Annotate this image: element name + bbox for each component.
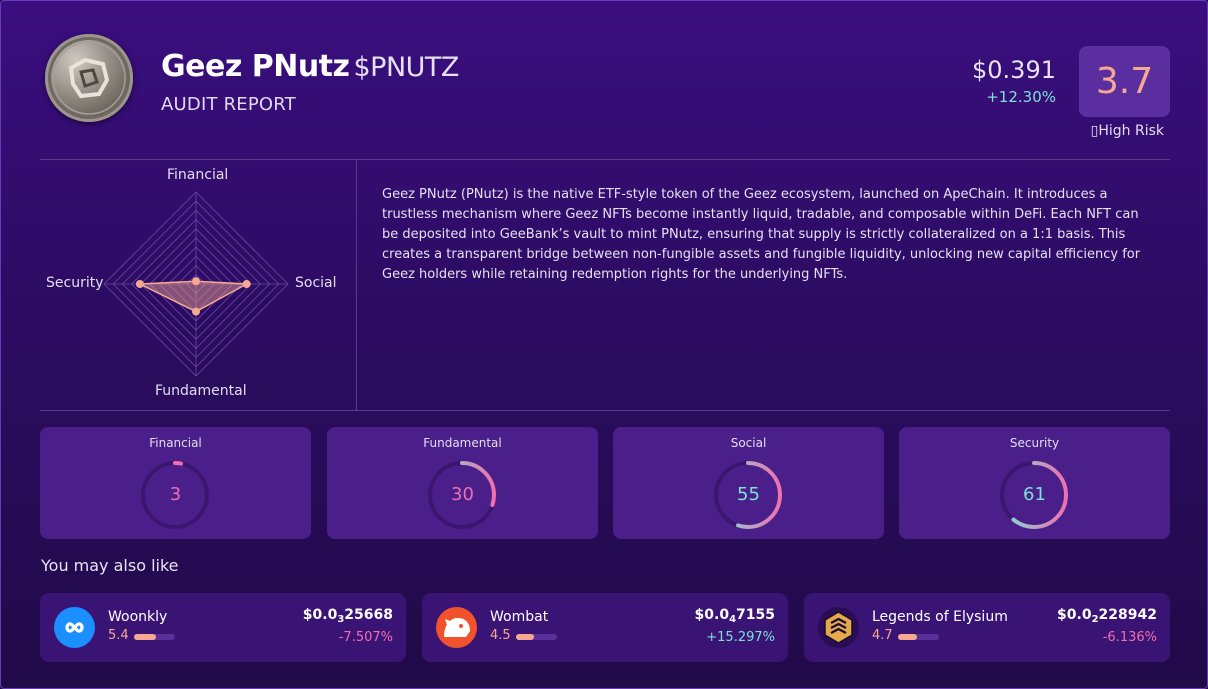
token-title: Geez PNutz $PNUTZ xyxy=(161,49,459,84)
legends-logo-icon xyxy=(818,607,859,648)
score-ring-fill xyxy=(141,461,209,529)
score-ring xyxy=(714,461,782,529)
radar-point-social xyxy=(242,280,251,288)
recommendation-rating: 4.7 xyxy=(872,628,893,643)
radar-point-fundamental xyxy=(192,307,200,316)
score-ring-fill xyxy=(1000,461,1068,529)
page-subtitle: AUDIT REPORT xyxy=(161,94,296,115)
price-change: +12.30% xyxy=(986,88,1056,106)
score-card-financial: Financial 3 xyxy=(40,427,311,539)
rating-bar-fill xyxy=(516,634,535,640)
radar-point-security xyxy=(135,280,144,288)
score-card-value: 30 xyxy=(451,484,474,505)
wombat-icon xyxy=(436,607,477,648)
token-name: Geez PNutz xyxy=(161,49,350,84)
recommendation-card[interactable]: Woonkly 5.4 $0.0325668 -7.507% xyxy=(40,593,406,662)
radar-chart: Financial Social Fundamental Security xyxy=(41,161,356,409)
radar-label-financial: Financial xyxy=(167,167,229,183)
recommendation-rating: 5.4 xyxy=(108,628,129,643)
recommendation-change: -7.507% xyxy=(338,630,393,645)
radar-point-financial xyxy=(192,277,200,286)
score-card-label: Security xyxy=(1009,436,1060,450)
radar-svg xyxy=(103,191,289,377)
radar-label-social: Social xyxy=(295,275,337,291)
radar-label-fundamental: Fundamental xyxy=(155,383,247,399)
divider xyxy=(356,160,357,410)
rating-bar xyxy=(134,634,175,640)
score-ring xyxy=(1000,461,1068,529)
rating-bar xyxy=(898,634,939,640)
recommendations-title: You may also like xyxy=(41,556,179,575)
score-card-value: 3 xyxy=(169,484,182,505)
recommendation-change: +15.297% xyxy=(706,630,775,645)
divider xyxy=(40,159,1170,160)
recommendation-rating: 4.5 xyxy=(490,628,511,643)
recommendation-card[interactable]: Legends of Elysium 4.7 $0.02228942 -6.136% xyxy=(804,593,1170,662)
recommendation-name: Wombat xyxy=(490,609,549,625)
score-card-value: 61 xyxy=(1023,484,1046,505)
divider xyxy=(40,410,1170,411)
radar-area xyxy=(136,280,250,313)
token-description: Geez PNutz (PNutz) is the native ETF-sty… xyxy=(382,187,1141,282)
score-card-value: 55 xyxy=(737,484,760,505)
score-ring-fill xyxy=(428,461,496,529)
recommendation-name: Legends of Elysium xyxy=(872,609,1008,625)
score-card-label: Social xyxy=(730,436,767,450)
rating-bar xyxy=(516,634,557,640)
radar-label-security: Security xyxy=(46,275,104,291)
score-ring xyxy=(141,461,209,529)
recommendation-change: -6.136% xyxy=(1102,630,1157,645)
overall-score-badge: 3.7 xyxy=(1079,46,1170,117)
price-block: $0.391 +12.30% xyxy=(972,56,1056,106)
score-card-social: Social 55 xyxy=(613,427,884,539)
score-card-label: Financial xyxy=(149,436,202,450)
recommendation-card[interactable]: Wombat 4.5 $0.047155 +15.297% xyxy=(422,593,788,662)
risk-icon: ▯ xyxy=(1090,123,1099,139)
risk-label: ▯High Risk xyxy=(1090,123,1164,139)
recommendation-price: $0.047155 xyxy=(694,607,775,625)
token-ticker: $PNUTZ xyxy=(353,52,459,83)
score-card-security: Security 61 xyxy=(899,427,1170,539)
score-ring-fill xyxy=(714,461,782,529)
token-price: $0.391 xyxy=(972,56,1056,84)
rating-bar-fill xyxy=(134,634,157,640)
recommendation-name: Woonkly xyxy=(108,609,168,625)
token-logo xyxy=(45,34,133,122)
rating-bar-fill xyxy=(898,634,918,640)
score-card-label: Fundamental xyxy=(423,436,502,450)
infinity-icon xyxy=(54,607,95,648)
score-ring xyxy=(428,461,496,529)
recommendation-price: $0.0325668 xyxy=(302,607,393,625)
score-card-fundamental: Fundamental 30 xyxy=(327,427,598,539)
recommendation-price: $0.02228942 xyxy=(1057,607,1157,625)
